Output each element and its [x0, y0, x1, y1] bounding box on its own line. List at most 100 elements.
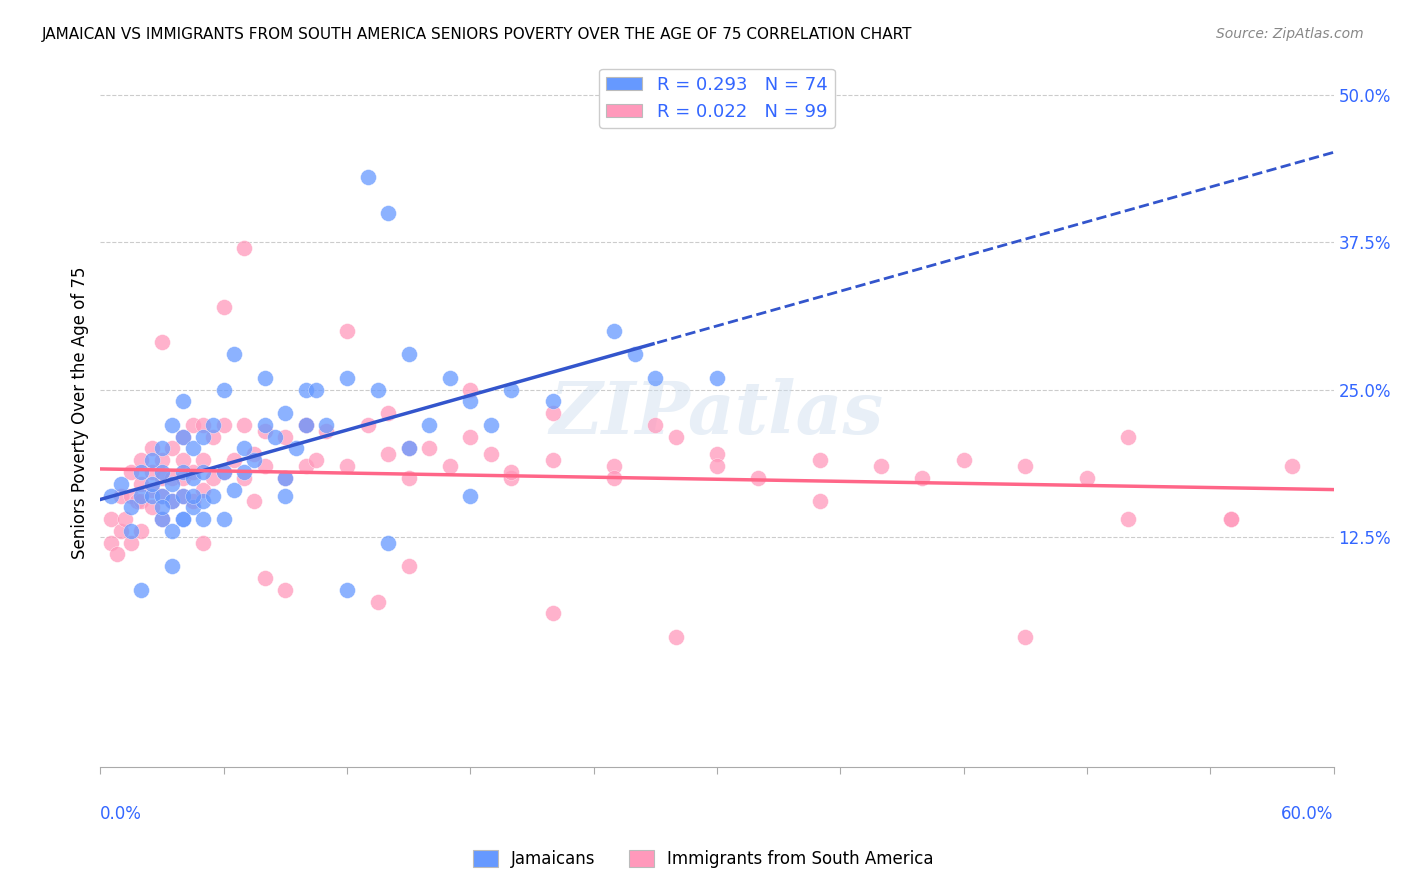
Point — [212, 465, 235, 479]
Point — [253, 571, 276, 585]
Point — [1014, 630, 1036, 644]
Point — [172, 471, 194, 485]
Point — [377, 447, 399, 461]
Point — [541, 453, 564, 467]
Point — [336, 459, 359, 474]
Point — [808, 453, 831, 467]
Point — [398, 442, 420, 456]
Point — [150, 442, 173, 456]
Point — [623, 347, 645, 361]
Point — [458, 383, 481, 397]
Point — [233, 465, 256, 479]
Point — [212, 465, 235, 479]
Point — [100, 535, 122, 549]
Point — [110, 476, 132, 491]
Point — [202, 489, 225, 503]
Text: Source: ZipAtlas.com: Source: ZipAtlas.com — [1216, 27, 1364, 41]
Point — [603, 471, 626, 485]
Point — [541, 394, 564, 409]
Point — [541, 607, 564, 621]
Text: 0.0%: 0.0% — [100, 805, 142, 823]
Point — [305, 453, 328, 467]
Point — [131, 465, 153, 479]
Point — [100, 512, 122, 526]
Point — [181, 465, 204, 479]
Point — [162, 442, 184, 456]
Point — [233, 442, 256, 456]
Point — [120, 524, 142, 538]
Point — [120, 535, 142, 549]
Point — [191, 417, 214, 432]
Point — [336, 370, 359, 384]
Point — [172, 430, 194, 444]
Point — [1281, 459, 1303, 474]
Point — [458, 489, 481, 503]
Point — [162, 524, 184, 538]
Point — [418, 417, 440, 432]
Point — [706, 447, 728, 461]
Point — [243, 494, 266, 508]
Point — [253, 459, 276, 474]
Point — [150, 335, 173, 350]
Point — [131, 489, 153, 503]
Point — [222, 453, 245, 467]
Legend: Jamaicans, Immigrants from South America: Jamaicans, Immigrants from South America — [465, 843, 941, 875]
Point — [172, 512, 194, 526]
Point — [120, 500, 142, 515]
Point — [191, 453, 214, 467]
Point — [150, 500, 173, 515]
Point — [315, 424, 337, 438]
Point — [233, 471, 256, 485]
Point — [398, 471, 420, 485]
Point — [253, 417, 276, 432]
Point — [952, 453, 974, 467]
Point — [284, 442, 307, 456]
Point — [162, 494, 184, 508]
Point — [172, 430, 194, 444]
Point — [398, 347, 420, 361]
Point — [191, 494, 214, 508]
Point — [274, 582, 297, 597]
Point — [377, 406, 399, 420]
Point — [127, 494, 149, 508]
Point — [222, 347, 245, 361]
Point — [274, 471, 297, 485]
Point — [644, 417, 666, 432]
Point — [501, 383, 523, 397]
Point — [141, 500, 163, 515]
Point — [120, 465, 142, 479]
Point — [181, 442, 204, 456]
Point — [541, 406, 564, 420]
Point — [212, 383, 235, 397]
Point — [181, 471, 204, 485]
Legend: R = 0.293   N = 74, R = 0.022   N = 99: R = 0.293 N = 74, R = 0.022 N = 99 — [599, 69, 835, 128]
Point — [141, 453, 163, 467]
Point — [870, 459, 893, 474]
Point — [264, 430, 287, 444]
Point — [418, 442, 440, 456]
Point — [150, 471, 173, 485]
Point — [501, 471, 523, 485]
Point — [367, 594, 389, 608]
Point — [202, 471, 225, 485]
Point — [141, 476, 163, 491]
Point — [274, 406, 297, 420]
Point — [1116, 430, 1139, 444]
Point — [356, 170, 378, 185]
Point — [162, 471, 184, 485]
Point — [172, 453, 194, 467]
Point — [274, 489, 297, 503]
Point — [162, 417, 184, 432]
Point — [181, 417, 204, 432]
Point — [1219, 512, 1241, 526]
Point — [114, 512, 136, 526]
Point — [131, 582, 153, 597]
Point — [644, 370, 666, 384]
Point — [295, 417, 318, 432]
Point — [141, 465, 163, 479]
Point — [172, 394, 194, 409]
Point — [110, 489, 132, 503]
Point — [212, 512, 235, 526]
Point — [172, 489, 194, 503]
Point — [305, 383, 328, 397]
